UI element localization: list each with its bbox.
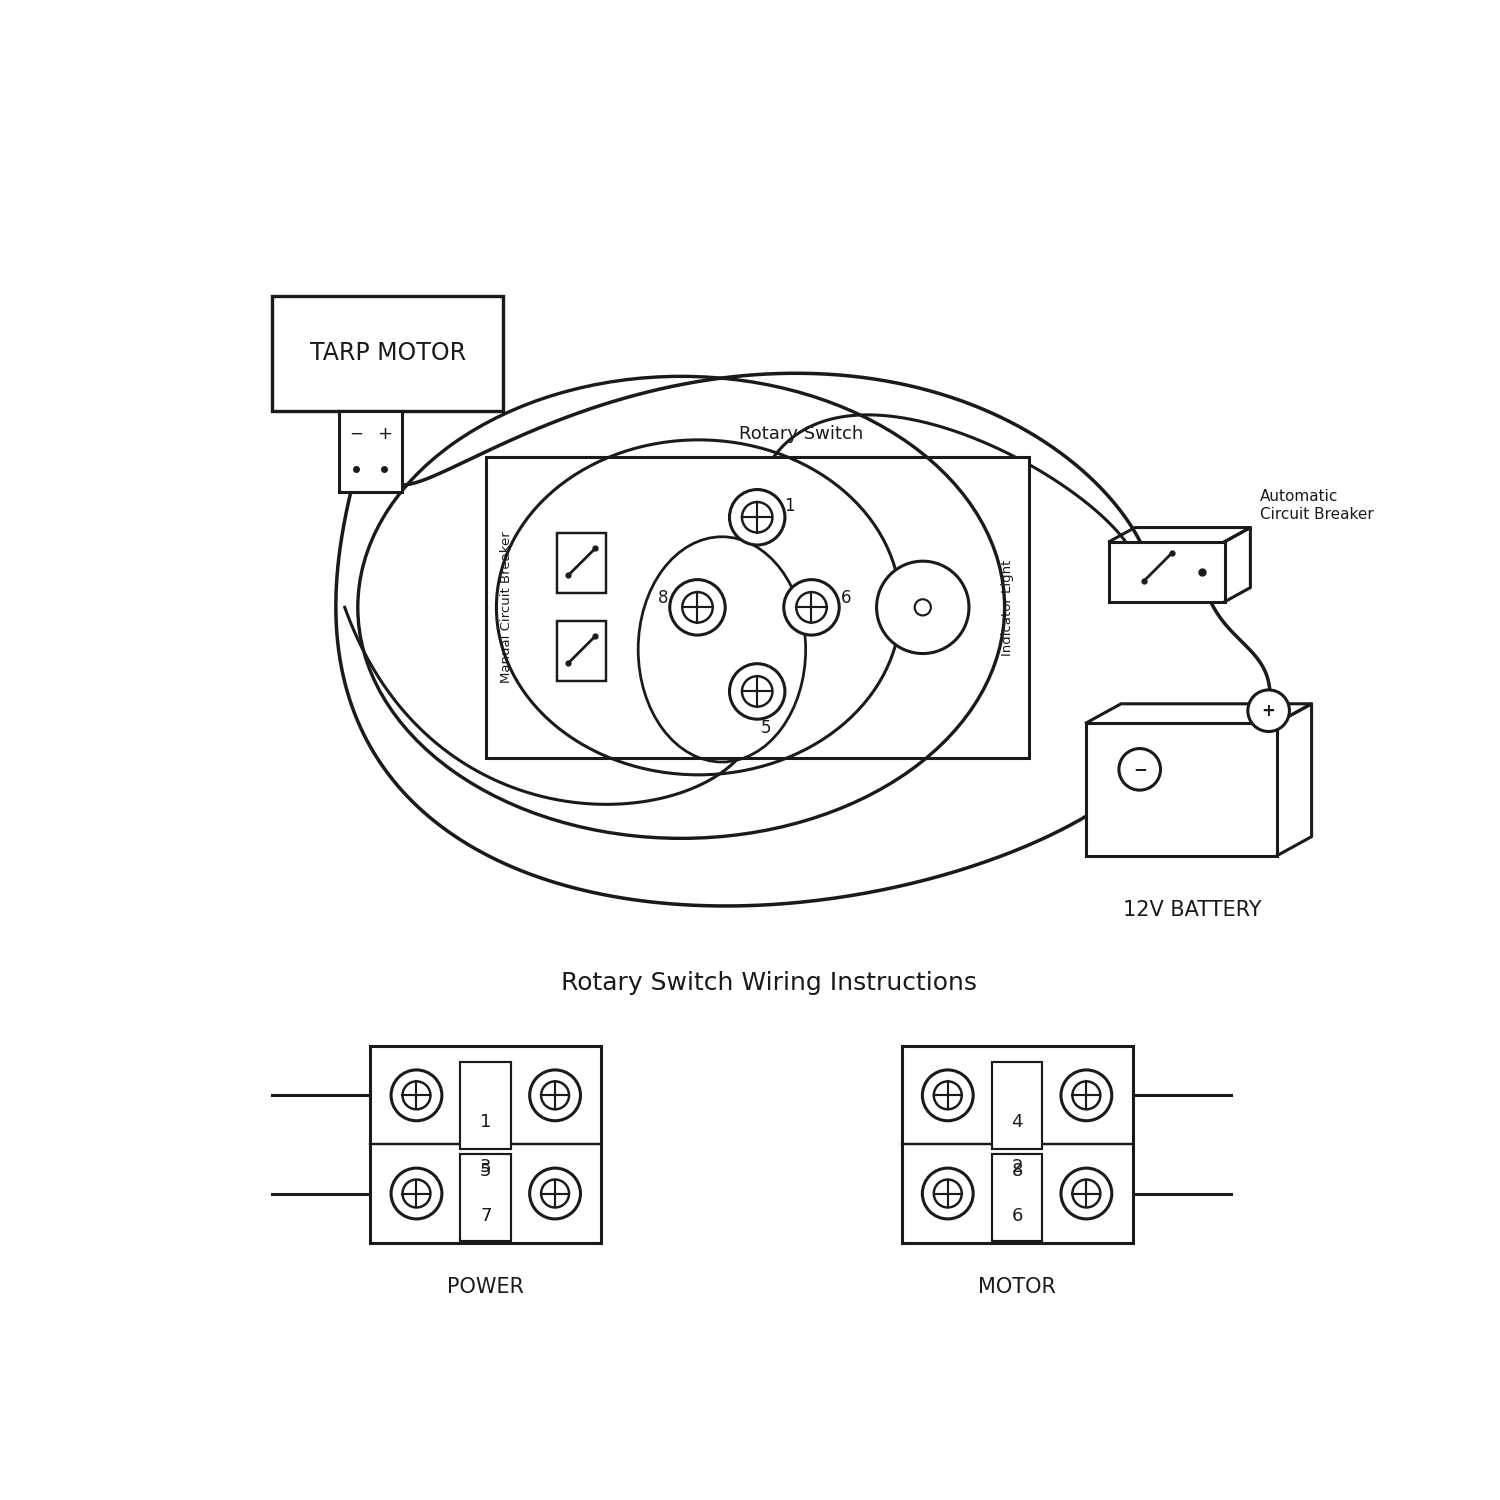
FancyBboxPatch shape (370, 1047, 602, 1242)
Text: +: + (376, 424, 392, 442)
Circle shape (729, 663, 784, 718)
Circle shape (670, 579, 724, 634)
Text: Rotary Switch Wiring Instructions: Rotary Switch Wiring Instructions (561, 970, 976, 994)
Circle shape (1060, 1070, 1112, 1120)
Text: Rotary Switch: Rotary Switch (738, 426, 862, 444)
Circle shape (922, 1070, 974, 1120)
FancyBboxPatch shape (486, 458, 1029, 758)
Text: −: − (350, 424, 363, 442)
Text: 2: 2 (1011, 1158, 1023, 1176)
Text: 6: 6 (842, 590, 852, 608)
Circle shape (876, 561, 969, 654)
FancyBboxPatch shape (460, 1154, 512, 1240)
Text: 1: 1 (784, 496, 795, 514)
FancyBboxPatch shape (992, 1154, 1042, 1240)
Circle shape (392, 1070, 442, 1120)
Circle shape (1060, 1168, 1112, 1219)
Text: 12V BATTERY: 12V BATTERY (1122, 900, 1262, 920)
Text: Manual Circuit Breaker: Manual Circuit Breaker (500, 531, 513, 682)
Circle shape (530, 1070, 580, 1120)
Text: 1: 1 (480, 1113, 492, 1131)
Circle shape (530, 1168, 580, 1219)
Text: +: + (1262, 702, 1275, 720)
Text: 4: 4 (1011, 1113, 1023, 1131)
FancyBboxPatch shape (460, 1062, 512, 1149)
Circle shape (1119, 748, 1161, 790)
FancyBboxPatch shape (272, 296, 502, 411)
Circle shape (922, 1168, 974, 1219)
FancyBboxPatch shape (339, 411, 402, 492)
Circle shape (784, 579, 838, 634)
FancyBboxPatch shape (558, 534, 606, 594)
Text: 5: 5 (760, 720, 771, 738)
FancyBboxPatch shape (558, 621, 606, 681)
Text: −: − (1132, 760, 1146, 778)
Text: 3: 3 (480, 1158, 492, 1176)
Circle shape (392, 1168, 442, 1219)
FancyBboxPatch shape (1086, 723, 1276, 855)
Text: Indicator Light: Indicator Light (1002, 560, 1014, 656)
Text: MOTOR: MOTOR (978, 1278, 1056, 1298)
Text: POWER: POWER (447, 1278, 525, 1298)
Text: 8: 8 (1011, 1162, 1023, 1180)
Text: TARP MOTOR: TARP MOTOR (309, 342, 465, 366)
Text: 6: 6 (1011, 1208, 1023, 1225)
Circle shape (729, 489, 784, 544)
Text: 7: 7 (480, 1208, 492, 1225)
Text: Automatic
Circuit Breaker: Automatic Circuit Breaker (1260, 489, 1374, 522)
FancyBboxPatch shape (902, 1047, 1132, 1242)
FancyBboxPatch shape (1110, 542, 1226, 602)
Text: 8: 8 (657, 590, 668, 608)
Circle shape (1248, 690, 1290, 732)
FancyBboxPatch shape (992, 1062, 1042, 1149)
Text: 5: 5 (480, 1162, 492, 1180)
